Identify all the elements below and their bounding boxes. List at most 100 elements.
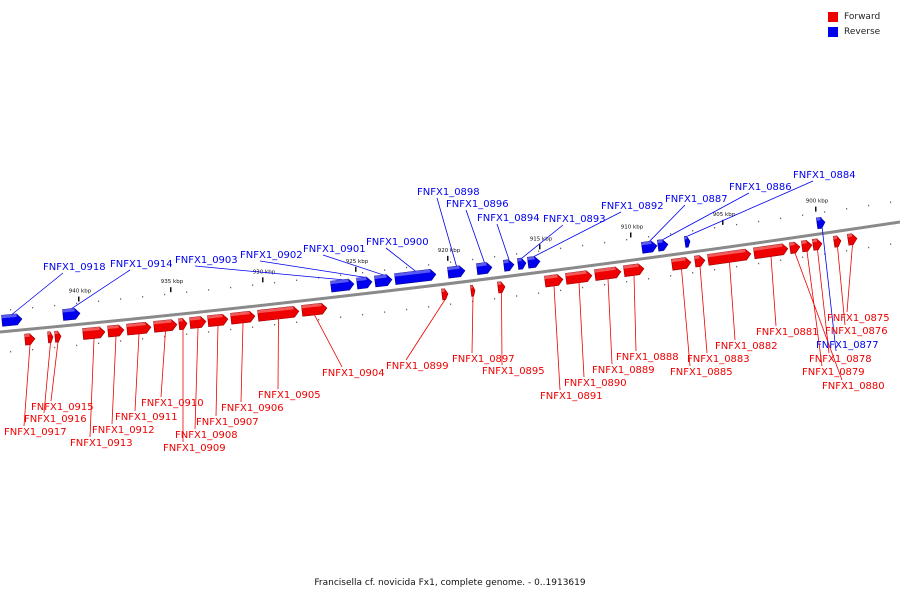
gene-arrow-fnfx1-0891[interactable] <box>544 274 564 288</box>
minor-tick <box>406 266 408 269</box>
gene-label-fnfx1-0878[interactable]: FNFX1_0878 <box>809 354 872 365</box>
gene-arrow-fnfx1-0887[interactable] <box>640 240 658 254</box>
gene-label-fnfx1-0904[interactable]: FNFX1_0904 <box>322 368 385 379</box>
gene-arrow-fnfx1-0892[interactable] <box>527 256 541 269</box>
gene-label-fnfx1-0882[interactable]: FNFX1_0882 <box>715 341 778 352</box>
gene-label-fnfx1-0894[interactable]: FNFX1_0894 <box>477 213 540 224</box>
gene-label-fnfx1-0887[interactable]: FNFX1_0887 <box>665 194 728 205</box>
gene-arrow-fnfx1-0909[interactable] <box>178 318 188 331</box>
gene-label-fnfx1-0876[interactable]: FNFX1_0876 <box>825 326 888 337</box>
gene-label-fnfx1-0913[interactable]: FNFX1_0913 <box>70 438 133 449</box>
gene-label-fnfx1-0892[interactable]: FNFX1_0892 <box>601 201 664 212</box>
gene-arrow-fnfx1-0889[interactable] <box>594 266 622 281</box>
gene-arrow-fnfx1-0888[interactable] <box>623 263 645 278</box>
gene-label-fnfx1-0884[interactable]: FNFX1_0884 <box>793 170 856 181</box>
gene-label-fnfx1-0905[interactable]: FNFX1_0905 <box>258 390 321 401</box>
gene-arrow-fnfx1-0897[interactable] <box>470 284 476 297</box>
gene-arrow-fnfx1-0886[interactable] <box>656 239 669 252</box>
gene-label-fnfx1-0909[interactable]: FNFX1_0909 <box>163 443 226 454</box>
gene-arrow-fnfx1-0880[interactable] <box>788 241 801 255</box>
gene-label-fnfx1-0914[interactable]: FNFX1_0914 <box>110 259 173 270</box>
gene-label-fnfx1-0907[interactable]: FNFX1_0907 <box>196 417 259 428</box>
gene-label-fnfx1-0910[interactable]: FNFX1_0910 <box>141 398 204 409</box>
gene-label-fnfx1-0877[interactable]: FNFX1_0877 <box>816 340 879 351</box>
leader-line <box>465 209 485 263</box>
gene-arrow-fnfx1-0881[interactable] <box>753 243 789 260</box>
gene-arrow-fnfx1-0915[interactable] <box>54 330 62 343</box>
gene-arrow-fnfx1-0899[interactable] <box>441 288 449 301</box>
gene-label-fnfx1-0917[interactable]: FNFX1_0917 <box>4 427 67 438</box>
gene-arrow-fnfx1-0876[interactable] <box>832 235 842 248</box>
gene-arrow-fnfx1-0883[interactable] <box>693 255 706 268</box>
gene-arrow-fnfx1-0911[interactable] <box>126 321 152 336</box>
legend: Forward Reverse <box>828 9 892 39</box>
gene-arrow-fnfx1-0893[interactable] <box>517 257 527 270</box>
gene-label-fnfx1-0896[interactable]: FNFX1_0896 <box>446 199 509 210</box>
gene-arrow-fnfx1-0877[interactable] <box>815 216 826 230</box>
gene-arrow-fnfx1-0878[interactable] <box>811 238 823 251</box>
gene-arrow-fnfx1-0890[interactable] <box>565 270 593 285</box>
gene-arrow-fnfx1-0879[interactable] <box>800 240 813 253</box>
gene-label-fnfx1-0916[interactable]: FNFX1_0916 <box>24 414 87 425</box>
gene-arrow-fnfx1-0895[interactable] <box>497 281 506 294</box>
gene-arrow-fnfx1-0875[interactable] <box>846 233 858 246</box>
gene-label-fnfx1-0875[interactable]: FNFX1_0875 <box>827 313 890 324</box>
gene-arrow-fnfx1-0898[interactable] <box>447 265 466 279</box>
gene-label-fnfx1-0895[interactable]: FNFX1_0895 <box>482 366 545 377</box>
minor-tick <box>274 324 276 326</box>
gene-arrow-fnfx1-0894[interactable] <box>503 259 515 272</box>
gene-label-fnfx1-0897[interactable]: FNFX1_0897 <box>452 354 515 365</box>
gene-arrow-fnfx1-0906[interactable] <box>230 310 256 325</box>
scale-label: 915 kbp <box>530 236 553 242</box>
gene-arrow-fnfx1-0913[interactable] <box>82 326 106 340</box>
scale-label: 920 kbp <box>438 248 461 254</box>
gene-arrow-fnfx1-0884[interactable] <box>683 235 691 248</box>
gene-arrow-fnfx1-0912[interactable] <box>107 324 125 338</box>
gene-arrow-fnfx1-0916[interactable] <box>47 331 54 344</box>
gene-arrow-fnfx1-0885[interactable] <box>671 257 692 271</box>
minor-tick <box>54 304 56 307</box>
gene-label-fnfx1-0903[interactable]: FNFX1_0903 <box>175 255 238 266</box>
gene-label-fnfx1-0902[interactable]: FNFX1_0902 <box>240 250 303 261</box>
gene-label-fnfx1-0891[interactable]: FNFX1_0891 <box>540 391 603 402</box>
gene-label-fnfx1-0906[interactable]: FNFX1_0906 <box>221 403 284 414</box>
gene-arrow-fnfx1-0908[interactable] <box>189 316 207 329</box>
gene-arrow-fnfx1-0901[interactable] <box>374 274 393 288</box>
gene-label-fnfx1-0880[interactable]: FNFX1_0880 <box>822 381 885 392</box>
forward-swatch <box>828 11 838 22</box>
gene-label-fnfx1-0898[interactable]: FNFX1_0898 <box>417 187 480 198</box>
gene-arrow-fnfx1-0882[interactable] <box>707 248 752 266</box>
gene-arrow-fnfx1-0918[interactable] <box>1 313 23 327</box>
gene-label-fnfx1-0879[interactable]: FNFX1_0879 <box>802 367 865 378</box>
gene-arrow-fnfx1-0905[interactable] <box>257 306 300 322</box>
gene-arrow-fnfx1-0896[interactable] <box>476 262 493 275</box>
gene-arrow-fnfx1-0903[interactable] <box>330 278 355 293</box>
gene-label-fnfx1-0911[interactable]: FNFX1_0911 <box>115 412 178 423</box>
gene-label-fnfx1-0918[interactable]: FNFX1_0918 <box>43 262 106 273</box>
gene-arrow-fnfx1-0900[interactable] <box>394 269 437 285</box>
gene-label-fnfx1-0900[interactable]: FNFX1_0900 <box>366 237 429 248</box>
minor-tick <box>494 256 496 258</box>
gene-label-fnfx1-0883[interactable]: FNFX1_0883 <box>687 354 750 365</box>
gene-label-fnfx1-0901[interactable]: FNFX1_0901 <box>303 244 366 255</box>
gene-arrow-fnfx1-0904[interactable] <box>301 302 328 317</box>
gene-label-fnfx1-0890[interactable]: FNFX1_0890 <box>564 378 627 389</box>
leader-line <box>501 292 503 366</box>
gene-label-fnfx1-0881[interactable]: FNFX1_0881 <box>756 327 819 338</box>
gene-label-fnfx1-0885[interactable]: FNFX1_0885 <box>670 367 733 378</box>
gene-arrow-fnfx1-0907[interactable] <box>207 313 229 327</box>
gene-label-fnfx1-0899[interactable]: FNFX1_0899 <box>386 361 449 372</box>
gene-label-fnfx1-0912[interactable]: FNFX1_0912 <box>92 425 155 436</box>
gene-label-fnfx1-0915[interactable]: FNFX1_0915 <box>31 402 94 413</box>
gene-label-fnfx1-0888[interactable]: FNFX1_0888 <box>616 352 679 363</box>
gene-label-fnfx1-0893[interactable]: FNFX1_0893 <box>543 214 606 225</box>
major-tick <box>78 296 80 302</box>
gene-arrow-fnfx1-0910[interactable] <box>153 319 178 333</box>
gene-arrow-fnfx1-0917[interactable] <box>24 333 36 346</box>
gene-arrow-fnfx1-0902[interactable] <box>356 276 373 290</box>
gene-label-fnfx1-0889[interactable]: FNFX1_0889 <box>592 365 655 376</box>
gene-label-fnfx1-0886[interactable]: FNFX1_0886 <box>729 182 792 193</box>
gene-arrow-fnfx1-0914[interactable] <box>62 308 81 321</box>
gene-label-fnfx1-0908[interactable]: FNFX1_0908 <box>175 430 238 441</box>
minor-tick <box>208 331 210 333</box>
